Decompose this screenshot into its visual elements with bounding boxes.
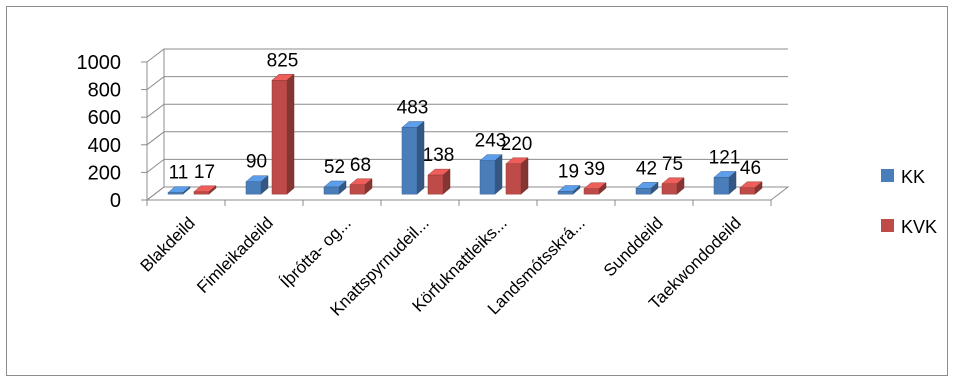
legend-item-kk: KK bbox=[881, 167, 925, 187]
bar-kvk-0 bbox=[193, 185, 217, 195]
x-tick-label: Íþrótta- og... bbox=[277, 213, 355, 291]
data-label: 483 bbox=[397, 97, 429, 118]
legend-item-kvk: KVK bbox=[881, 217, 937, 237]
bar-kvk-1 bbox=[271, 73, 295, 195]
bar-kvk-4 bbox=[505, 157, 529, 195]
x-tick-label: Sunddeild bbox=[600, 213, 667, 280]
data-label: 75 bbox=[662, 154, 683, 175]
gridline bbox=[146, 76, 788, 90]
data-label: 243 bbox=[475, 131, 507, 152]
legend-swatch bbox=[881, 169, 894, 182]
gridline bbox=[146, 103, 788, 118]
gridline bbox=[146, 158, 788, 173]
data-label: 17 bbox=[194, 162, 215, 183]
data-label: 11 bbox=[169, 163, 189, 184]
y-tick-label: 0 bbox=[110, 190, 121, 212]
data-label: 19 bbox=[558, 162, 579, 183]
data-label: 825 bbox=[267, 50, 299, 71]
y-tick-label: 400 bbox=[88, 135, 121, 157]
gridline bbox=[146, 48, 788, 63]
data-label: 42 bbox=[636, 158, 657, 179]
data-label: 39 bbox=[584, 159, 605, 180]
x-tick-label: Fimleikadeild bbox=[193, 213, 277, 297]
bar-kk-7 bbox=[713, 170, 737, 195]
legend-swatch bbox=[881, 219, 894, 232]
chart-frame bbox=[6, 6, 948, 376]
bar-kk-5 bbox=[557, 184, 581, 195]
bar-kk-1 bbox=[245, 175, 269, 195]
floor bbox=[145, 186, 790, 201]
bar-kk-6 bbox=[635, 181, 659, 195]
legend-label: KK bbox=[901, 167, 925, 187]
bar-kk-2 bbox=[323, 180, 347, 195]
x-tick-label: Blakdeild bbox=[137, 213, 199, 275]
data-label: 138 bbox=[423, 145, 455, 166]
data-label: 90 bbox=[246, 152, 267, 173]
bars bbox=[167, 73, 763, 195]
data-label: 68 bbox=[350, 155, 371, 176]
legend: KK KVK bbox=[881, 167, 937, 237]
y-tick-label: 200 bbox=[88, 162, 121, 184]
gridline bbox=[146, 186, 788, 201]
bar-kk-0 bbox=[167, 186, 191, 195]
data-label: 121 bbox=[709, 147, 741, 168]
y-tick-label: 1000 bbox=[77, 52, 122, 74]
bar-kvk-6 bbox=[661, 177, 685, 195]
bar-kk-4 bbox=[479, 154, 503, 195]
y-tick-label: 600 bbox=[88, 107, 121, 129]
gridlines bbox=[145, 48, 790, 201]
data-label: 52 bbox=[324, 157, 345, 178]
bar-kvk-3 bbox=[427, 168, 451, 195]
legend-label: KVK bbox=[901, 217, 937, 237]
y-axis: 0 200 400 600 800 1000 bbox=[77, 52, 148, 212]
bar-kvk-2 bbox=[349, 178, 373, 195]
gridline bbox=[146, 131, 788, 146]
bar-kvk-7 bbox=[739, 181, 763, 195]
bar-kvk-5 bbox=[583, 182, 607, 195]
data-label: 220 bbox=[501, 134, 533, 155]
y-tick-label: 800 bbox=[88, 80, 121, 102]
bar-kk-3 bbox=[401, 120, 425, 195]
data-label: 46 bbox=[740, 158, 761, 179]
